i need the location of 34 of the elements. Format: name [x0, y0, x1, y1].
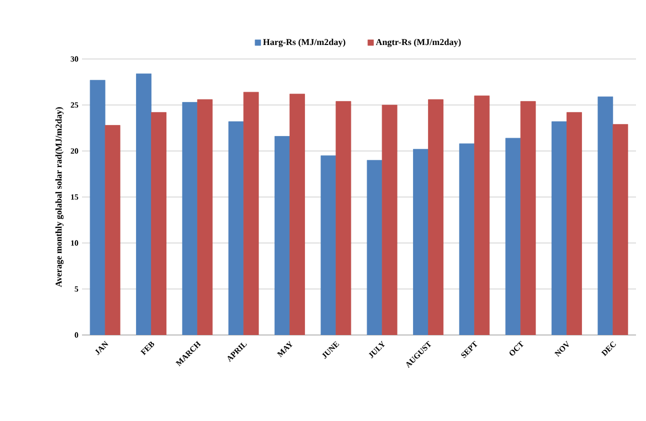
bar	[320, 155, 336, 335]
bar	[90, 80, 106, 335]
bar	[459, 143, 475, 335]
y-tick-label: 0	[74, 332, 78, 338]
bar	[612, 124, 628, 335]
bar	[151, 112, 166, 335]
y-tick-label: 20	[70, 148, 78, 154]
y-axis-title: Average monthly golabal solar rad(MJ/m2day)	[55, 107, 64, 288]
bar	[336, 101, 352, 335]
bar	[274, 136, 290, 335]
bar	[290, 94, 305, 335]
bar	[474, 96, 490, 335]
bar	[182, 102, 198, 335]
bar	[197, 99, 213, 335]
bar	[382, 104, 398, 335]
bar	[428, 99, 444, 335]
bar	[366, 160, 382, 335]
y-tick-label: 25	[70, 102, 78, 108]
bar	[520, 101, 536, 335]
bar	[243, 92, 259, 335]
bar	[505, 138, 521, 335]
bar	[413, 148, 428, 335]
y-tick-label: 30	[70, 56, 78, 62]
bar	[228, 121, 244, 335]
y-tick-label: 10	[71, 240, 78, 246]
bar	[566, 112, 582, 335]
y-tick-label: 5	[74, 286, 78, 292]
bar	[104, 125, 120, 335]
y-tick-label: 15	[71, 194, 78, 200]
bar	[136, 74, 152, 335]
legend-label: Harg-Rs (MJ/m2day)	[263, 38, 346, 48]
bar	[552, 121, 567, 335]
bar	[598, 96, 614, 335]
legend-label: Angtr-Rs (MJ/m2day)	[376, 38, 461, 48]
